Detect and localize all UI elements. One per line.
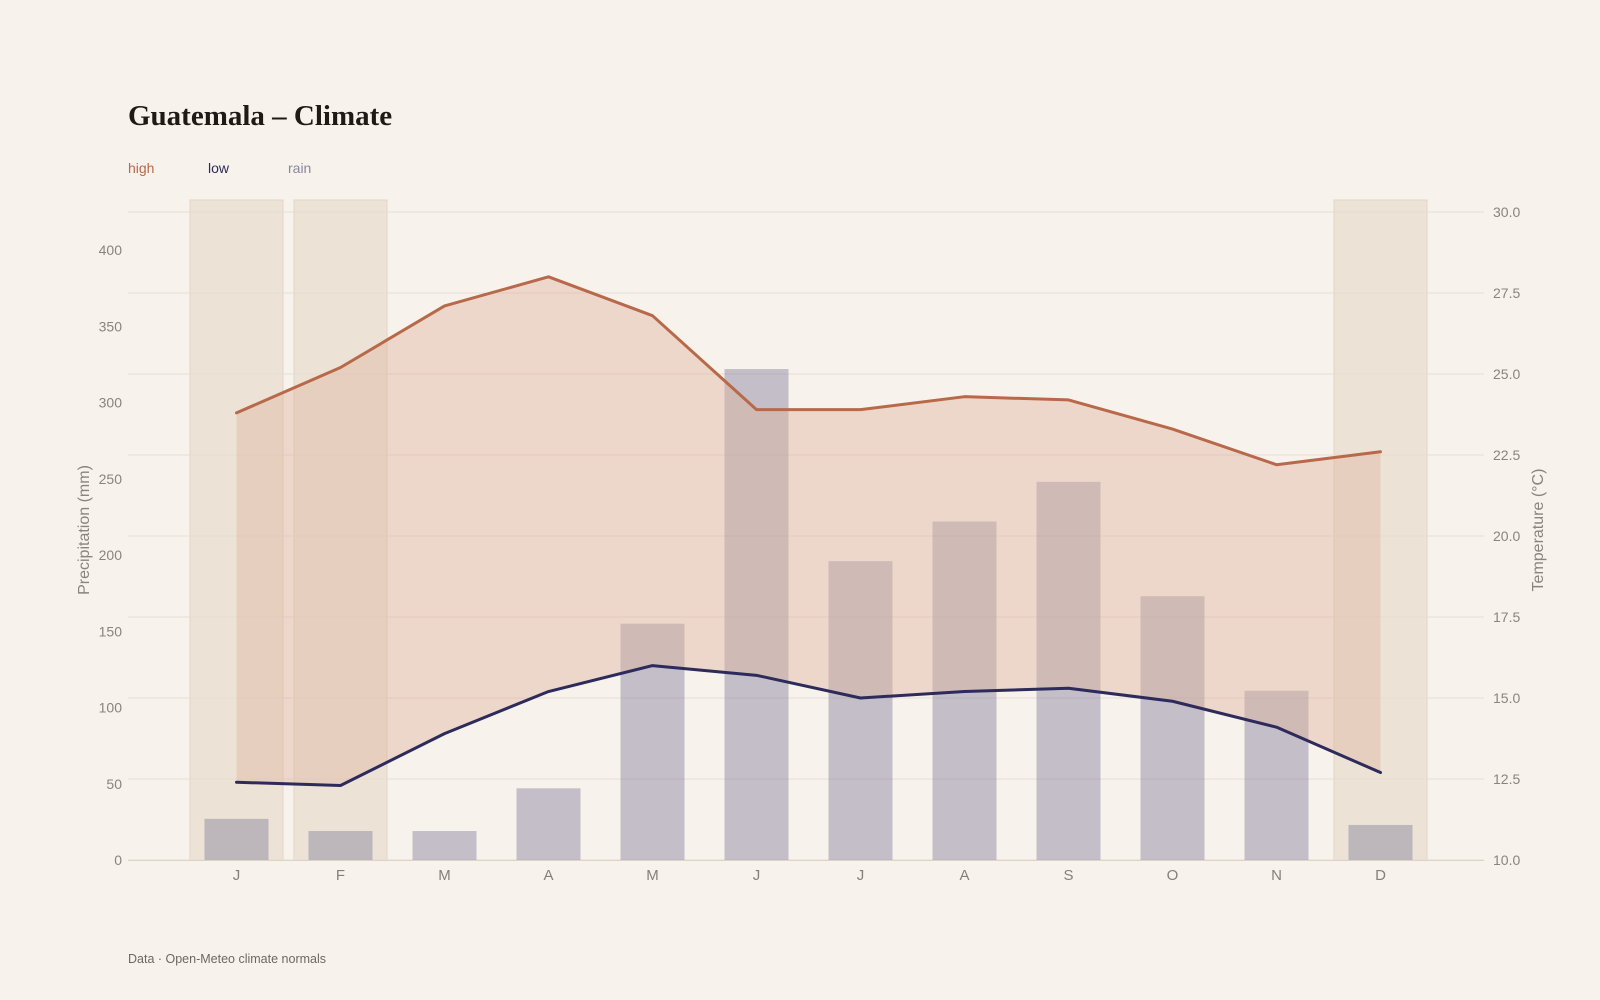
left-tick-label-5: 250 xyxy=(99,471,123,487)
legend-item-rain[interactable]: rain xyxy=(288,160,312,176)
right-tick-label-5: 22.5 xyxy=(1493,447,1520,463)
temperature-lines xyxy=(235,275,1382,787)
rain-bar-8 xyxy=(1036,481,1101,860)
right-tick-label-0: 10.0 xyxy=(1493,852,1520,868)
x-tick-label-0: J xyxy=(233,867,241,884)
right-tick-label-1: 12.5 xyxy=(1493,771,1520,787)
right-tick-label-6: 25.0 xyxy=(1493,366,1520,382)
x-tick-label-8: S xyxy=(1063,867,1073,884)
chart-title: Guatemala – Climate xyxy=(128,100,393,132)
highlight-band-11 xyxy=(1333,199,1428,861)
left-tick-label-0: 0 xyxy=(114,852,122,868)
x-tick-label-10: N xyxy=(1271,867,1282,884)
left-tick-label-7: 350 xyxy=(99,318,123,334)
x-tick-label-7: A xyxy=(959,867,969,884)
x-tick-label-6: J xyxy=(857,867,865,884)
legend-item-high[interactable]: high xyxy=(128,160,155,176)
x-tick-label-2: M xyxy=(438,867,451,884)
x-tick-label-5: J xyxy=(753,867,761,884)
left-tick-label-6: 300 xyxy=(99,395,123,411)
rain-bar-11 xyxy=(1348,824,1413,860)
low-line xyxy=(235,664,1382,787)
x-tick-label-1: F xyxy=(336,867,345,884)
temperature-band-area xyxy=(236,276,1381,786)
left-tick-label-4: 200 xyxy=(99,547,123,563)
rain-bar-10 xyxy=(1244,690,1309,860)
legend: high low rain xyxy=(128,160,368,176)
rain-bar-3 xyxy=(516,788,581,860)
left-axis-ticks: 0 50 100 150 200 250 300 350 400 xyxy=(99,242,123,868)
x-tick-label-3: A xyxy=(543,867,553,884)
x-tick-label-9: O xyxy=(1167,867,1179,884)
left-tick-label-3: 150 xyxy=(99,623,123,639)
legend-item-low[interactable]: low xyxy=(208,160,230,176)
right-axis-ticks: 10.0 12.5 15.0 17.5 20.0 22.5 25.0 27.5 30.0 xyxy=(1493,204,1520,868)
rain-bar-4 xyxy=(620,623,685,860)
left-tick-label-8: 400 xyxy=(99,242,123,258)
right-tick-label-4: 20.0 xyxy=(1493,528,1520,544)
rain-bar-2 xyxy=(412,831,477,860)
rain-bar-5 xyxy=(724,369,789,860)
right-tick-label-7: 27.5 xyxy=(1493,285,1520,301)
footnote: Data · Open-Meteo climate normals xyxy=(128,952,326,966)
right-axis-title: Temperature (°C) xyxy=(1530,469,1547,592)
x-tick-label-11: D xyxy=(1375,867,1386,884)
rain-bar-9 xyxy=(1140,596,1205,860)
right-tick-label-2: 15.0 xyxy=(1493,690,1520,706)
x-tick-label-4: M xyxy=(646,867,659,884)
rain-bars xyxy=(204,369,1413,860)
temperature-band xyxy=(236,276,1381,786)
right-tick-label-3: 17.5 xyxy=(1493,609,1520,625)
right-tick-label-8: 30.0 xyxy=(1493,204,1520,220)
highlight-band-0 xyxy=(189,199,284,861)
rain-bar-1 xyxy=(308,831,373,860)
grid-lines xyxy=(128,211,1484,861)
left-tick-label-2: 100 xyxy=(99,700,123,716)
left-axis-title: Precipitation (mm) xyxy=(76,465,93,595)
high-line xyxy=(235,275,1382,467)
rain-bar-0 xyxy=(204,818,269,860)
highlight-band-1 xyxy=(293,199,388,861)
left-tick-label-1: 50 xyxy=(106,776,122,792)
rain-bar-6 xyxy=(828,561,893,860)
highlight-bands xyxy=(189,199,1428,861)
